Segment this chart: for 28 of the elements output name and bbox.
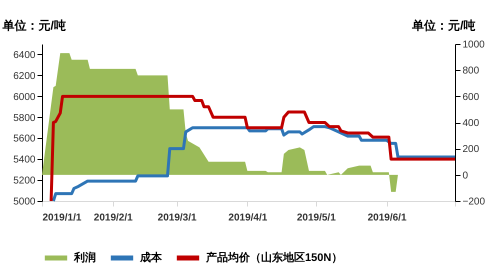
x-tick-label: 2019/6/1 [368, 212, 407, 224]
y2-tick-label: −200 [462, 196, 486, 208]
line-series [50, 94, 456, 202]
y2-tick-label: 0 [462, 170, 468, 182]
y-tick-label: 5800 [13, 112, 36, 124]
y-tick-label: 6400 [13, 50, 36, 61]
y-tick-label: 5600 [13, 134, 36, 145]
y-tick-label: 5200 [13, 176, 36, 187]
legend-label: 产品均价（山东地区150N） [205, 251, 342, 264]
y-tick-label: 5000 [13, 196, 36, 208]
y-tick-label: 5400 [13, 154, 36, 166]
y2-tick-label: 200 [462, 144, 480, 156]
x-tick-label: 2019/1/1 [42, 212, 82, 224]
legend-label: 利润 [73, 251, 96, 264]
y2-tick-label: 800 [462, 66, 480, 77]
line-series [52, 125, 456, 202]
y2-tick-label: 1000 [462, 40, 486, 50]
x-tick-label: 2019/5/1 [296, 212, 336, 224]
y-tick-label: 6000 [13, 92, 36, 103]
x-tick-label: 2019/3/1 [158, 212, 198, 224]
x-tick-label: 2019/2/1 [94, 212, 134, 224]
y2-axis-title: 单位：元/吨 [411, 18, 476, 32]
y2-tick-label: 600 [462, 92, 480, 103]
y-axis-title: 单位：元/吨 [2, 18, 66, 32]
x-tick-label: 2019/4/1 [228, 212, 268, 224]
legend-label: 成本 [139, 251, 163, 264]
y2-tick-label: 400 [462, 118, 480, 129]
y-tick-label: 6200 [13, 70, 36, 82]
